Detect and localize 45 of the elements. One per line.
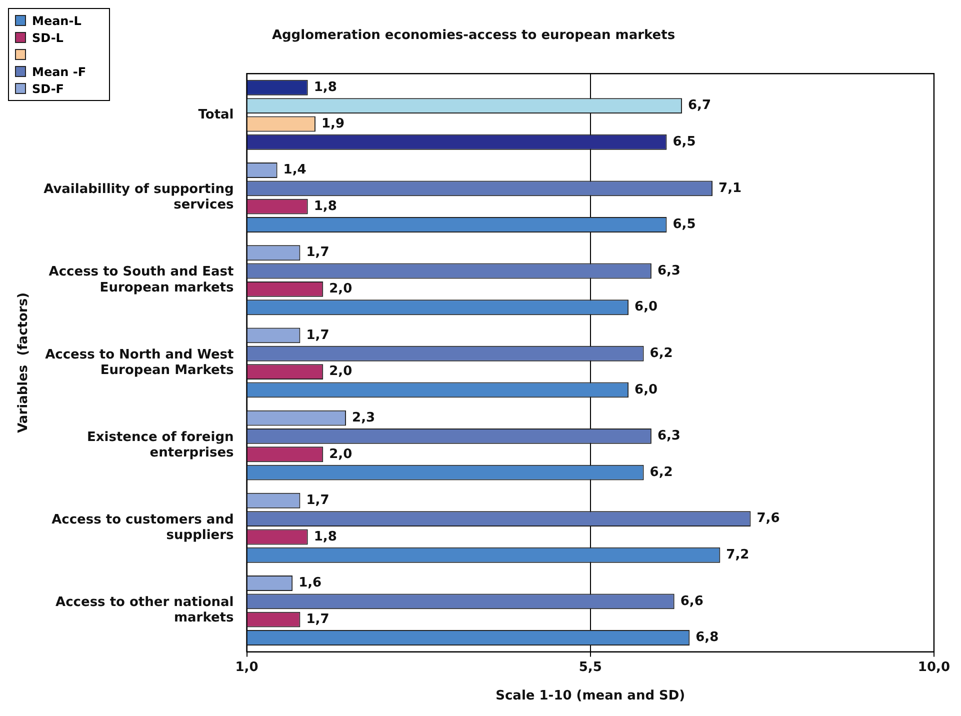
x-tick-label: 5,5 [578,660,602,675]
data-label: 1,4 [283,162,306,178]
data-label: 6,5 [672,134,696,150]
data-label: 6,2 [650,346,673,361]
y-tick-label: Access to customers and suppliers [52,512,234,544]
data-label: 7,6 [756,511,780,526]
data-label: 6,3 [657,263,680,278]
data-label: 1,8 [314,198,337,214]
chart-title: Agglomeration economies-access to european markets [272,28,676,44]
y-tick-label: Total [198,107,234,122]
data-label: 7,2 [726,548,750,563]
data-label: 1,6 [298,576,322,591]
data-label: 1,7 [306,612,330,627]
data-label: 2,3 [352,410,376,426]
data-label: 6,0 [634,382,658,398]
y-tick-label: Access to South and East European markets [48,264,234,296]
data-label: 1,7 [306,245,330,260]
y-tick-label: Access to North and West European Markets [45,347,234,378]
data-label: 1,7 [306,493,330,508]
y-axis-title: Variables (factors) [16,292,32,433]
y-tick-label: Existence of foreign enterprises [87,430,234,460]
legend-label: SD-F [32,82,64,96]
legend-label: Mean-L [32,14,82,28]
data-label: 1,7 [306,328,330,343]
x-axis-title: Scale 1-10 (mean and SD) [496,688,686,704]
data-label: 1,8 [314,529,337,544]
x-tick-label: 1,0 [235,660,258,675]
y-tick-label: Availabillity of supporting services [44,182,234,213]
data-label: 1,9 [321,116,345,132]
data-label: 6,5 [672,217,696,232]
data-label: 2,0 [329,446,352,462]
y-tick-label: Access to other national markets [56,595,234,626]
data-label: 6,0 [634,300,658,315]
data-label: 6,6 [680,594,704,609]
x-tick-label: 10,0 [918,660,950,675]
data-label: 6,7 [688,98,712,114]
data-label: 1,8 [314,80,337,96]
legend-label: Mean -F [32,64,86,78]
data-label: 6,8 [696,630,719,646]
data-label: 7,1 [718,180,742,196]
data-label: 6,2 [650,464,673,480]
data-label: 2,0 [329,364,352,380]
data-label: 2,0 [329,282,352,297]
data-label: 6,3 [657,428,680,444]
legend-label: SD-L [32,30,64,44]
